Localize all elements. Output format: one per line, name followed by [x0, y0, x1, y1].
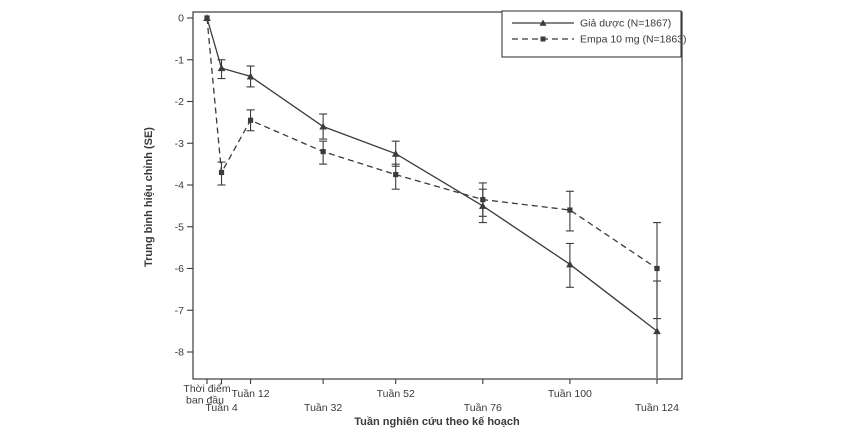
x-tick-label: Tuần 32: [304, 402, 342, 414]
legend-box: [501, 10, 682, 58]
y-axis-title: Trung bình hiệu chỉnh (SE): [143, 127, 155, 267]
legend-marker-triangle: [539, 19, 547, 26]
y-tick-label: 0: [178, 13, 184, 25]
y-tick-label: -2: [175, 96, 184, 108]
x-tick-label: Tuần 76: [464, 402, 502, 414]
y-tick-label: -1: [175, 54, 184, 66]
x-tick-label: Tuần 4: [205, 402, 237, 414]
series-line-empa: [206, 17, 658, 270]
x-axis-title: Tuần nghiên cứu theo kế hoạch: [354, 416, 520, 428]
data-point-marker-triangle: [653, 327, 661, 335]
plot-border: [192, 11, 683, 380]
y-tick-label: -6: [175, 263, 184, 275]
x-tick-label: Tuần 52: [377, 388, 415, 400]
y-tick-label: -7: [175, 305, 184, 317]
data-point-marker-triangle: [566, 260, 574, 268]
series-line-placebo: [206, 17, 658, 332]
y-tick-label: -3: [175, 138, 184, 150]
x-tick-label: Tuần 12: [231, 388, 269, 400]
data-point-marker-square: [393, 171, 399, 178]
data-point-marker-square: [247, 117, 254, 123]
legend-label-placebo: Giả dược (N=1867): [580, 18, 671, 30]
legend-marker-square: [540, 36, 546, 42]
x-tick-label-baseline-line2: ban đầu: [186, 395, 224, 407]
x-tick-label-baseline-line1: Thời điểm: [183, 383, 230, 395]
data-point-marker-square: [218, 169, 225, 176]
y-tick-label: -5: [175, 221, 184, 233]
data-point-marker-square: [567, 207, 573, 213]
data-point-marker-triangle: [319, 122, 327, 130]
x-tick-label: Tuần 100: [548, 388, 592, 400]
data-point-marker-square: [204, 15, 210, 21]
y-tick-label: -8: [175, 347, 184, 359]
data-point-marker-triangle: [217, 64, 226, 72]
legend-label-empa: Empa 10 mg (N=1863): [580, 34, 687, 46]
data-point-marker-square: [320, 149, 326, 155]
data-point-marker-square: [654, 265, 660, 272]
data-point-marker-square: [480, 197, 486, 203]
data-point-marker-triangle: [246, 72, 255, 80]
y-tick-label: -4: [175, 180, 184, 192]
x-tick-label: Tuần 124: [635, 402, 679, 414]
data-point-marker-triangle: [391, 149, 400, 157]
